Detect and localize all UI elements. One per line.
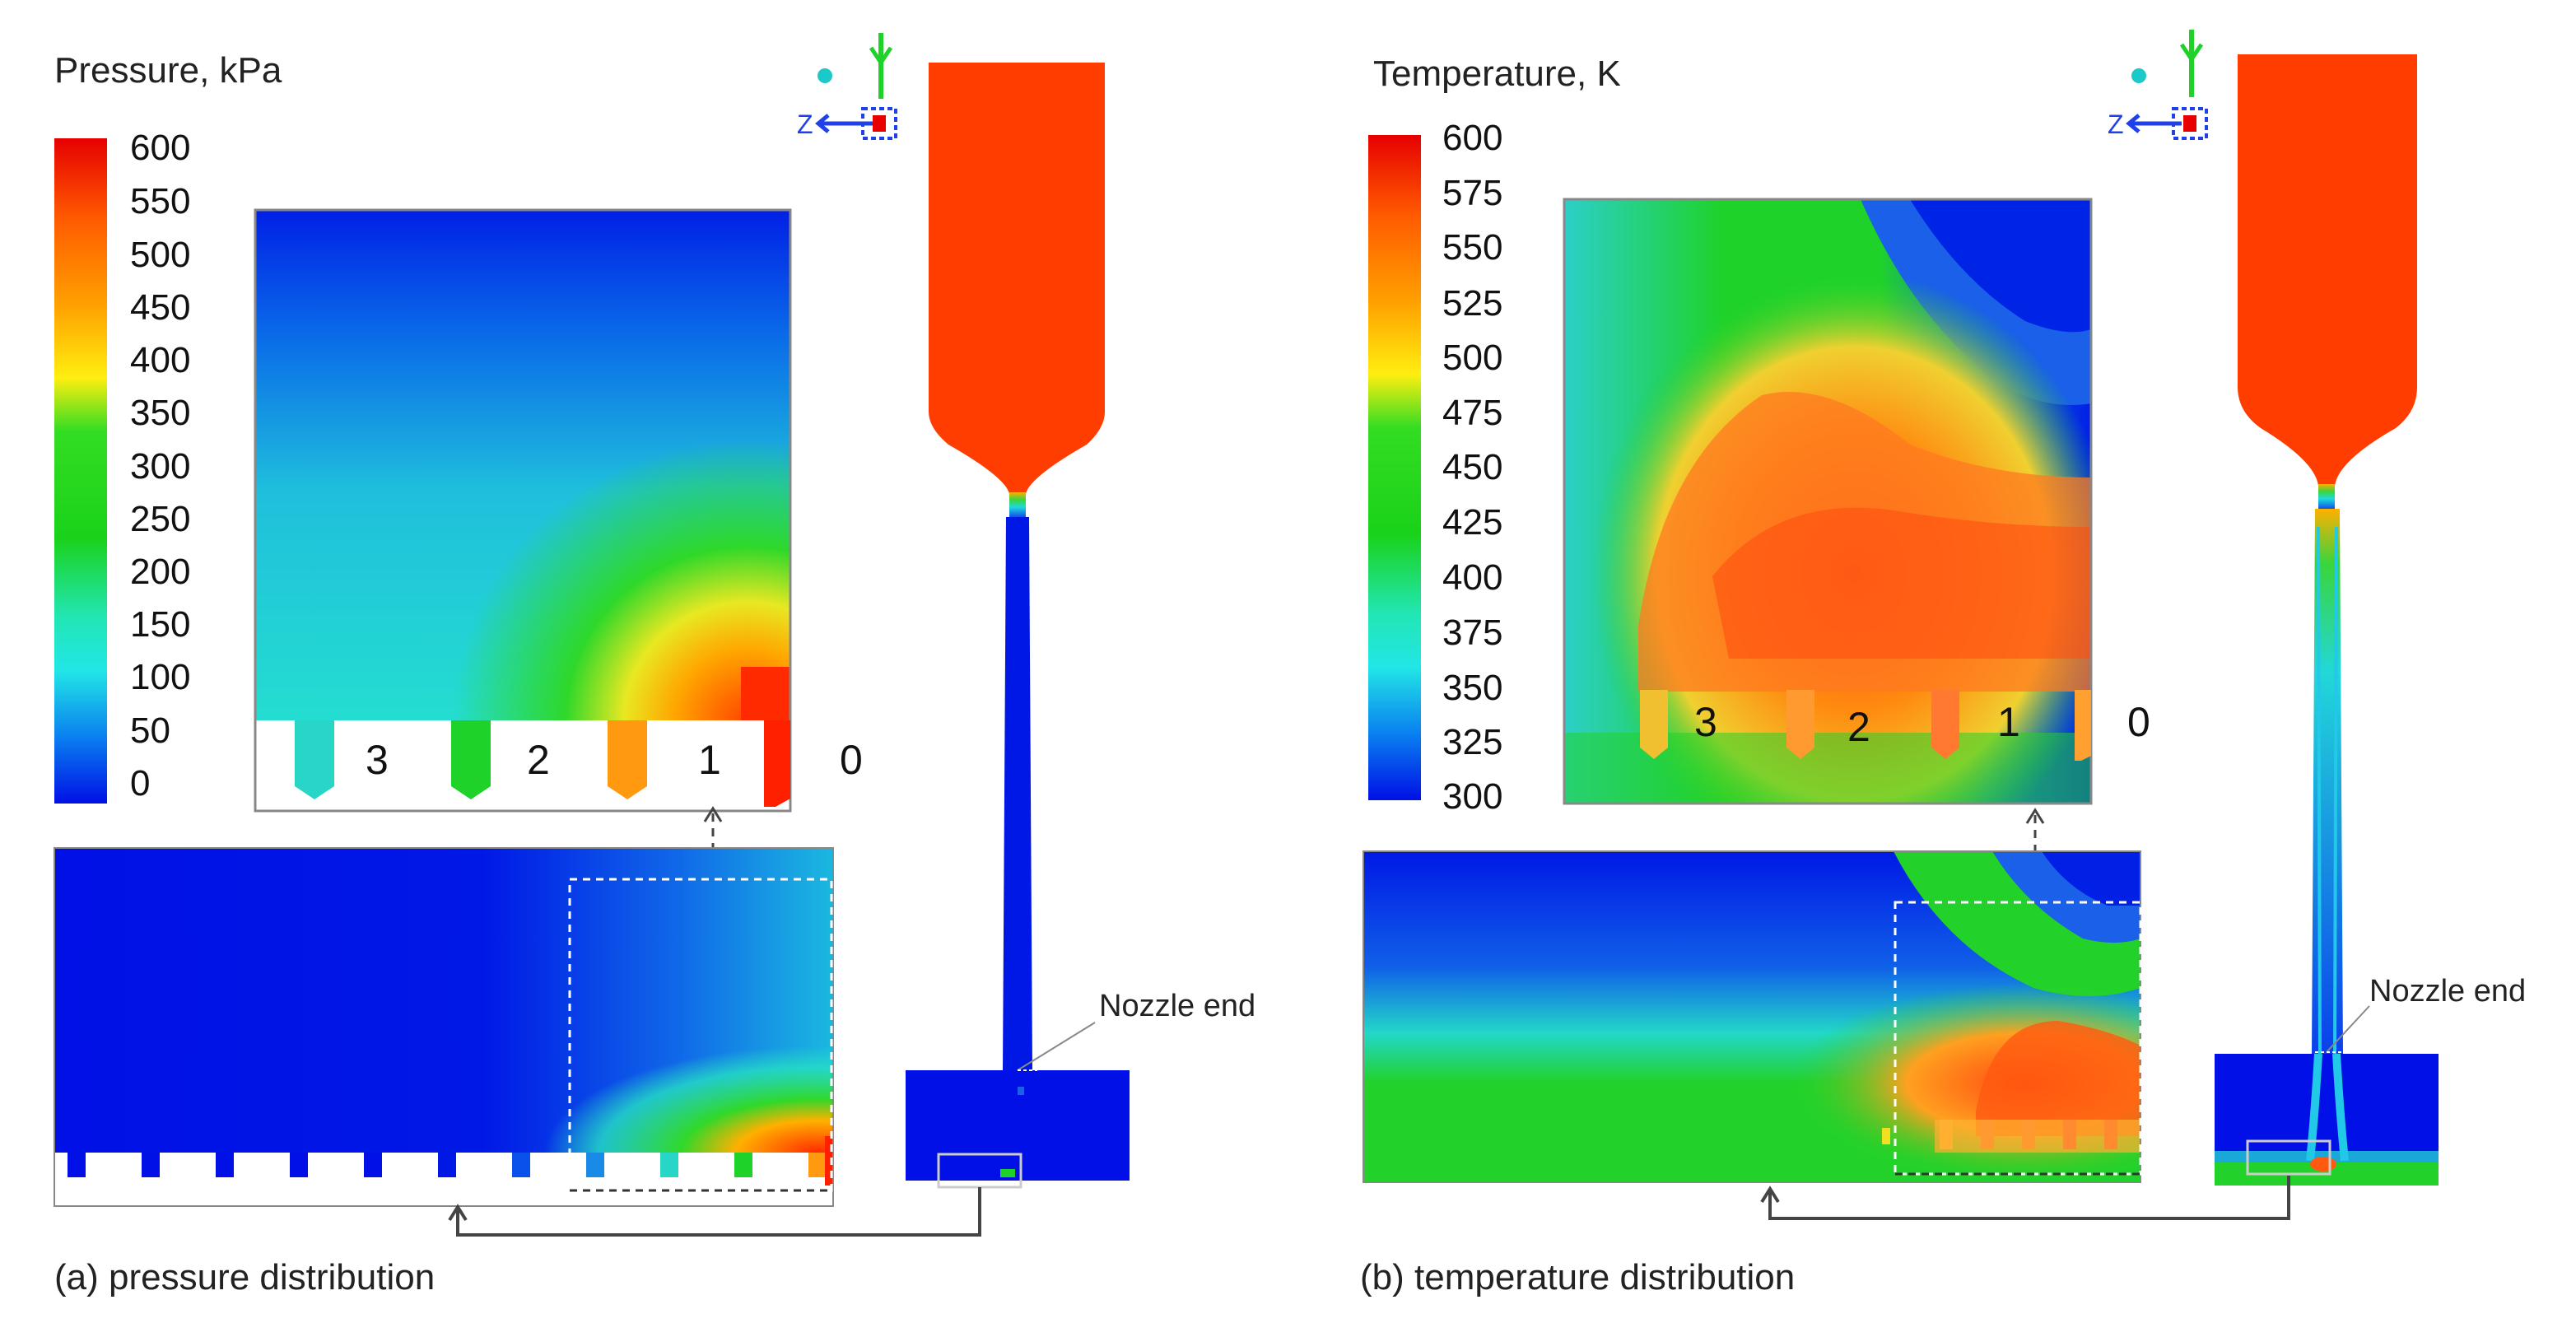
panel-a-nozzle-end-label: Nozzle end xyxy=(1099,989,1255,1023)
panel-a-zoom-region xyxy=(568,878,833,1192)
electrode-2 xyxy=(451,720,491,799)
zoom-label-2: 2 xyxy=(1847,704,1870,750)
strip-electrodes xyxy=(68,1136,833,1186)
panel-a-caption: (a) pressure distribution xyxy=(54,1257,435,1297)
colorbar-tick: 450 xyxy=(130,287,190,328)
colorbar-tick: 425 xyxy=(1442,502,1502,543)
colorbar-tick: 300 xyxy=(1442,776,1502,817)
panel-a-nozzle xyxy=(906,63,1130,1189)
panel-b-nozzle xyxy=(2215,54,2439,1186)
zoom-label-2: 2 xyxy=(527,737,550,783)
panel-b-zoom-inset: 3 2 1 0 xyxy=(1563,198,2150,805)
panel-b-colorbar-ticks: 600 575 550 525 500 475 450 425 400 375 … xyxy=(1442,118,1502,817)
colorbar-tick: 200 xyxy=(130,552,190,592)
panel-b-legend-title: Temperature, K xyxy=(1373,54,1621,94)
panel-a-colorbar xyxy=(54,138,107,804)
colorbar-tick: 400 xyxy=(1442,557,1502,598)
zoom-label-0: 0 xyxy=(840,737,863,783)
panel-b-colorbar xyxy=(1368,135,1421,800)
colorbar-tick: 475 xyxy=(1442,393,1502,433)
strip-electrodes xyxy=(1882,1120,2117,1149)
electrode-0 xyxy=(2075,690,2091,761)
zoom-label-1: 1 xyxy=(698,737,721,783)
panel-a-axis-triad: Z xyxy=(797,33,897,140)
colorbar-tick: 500 xyxy=(130,235,190,275)
colorbar-tick: 525 xyxy=(1442,283,1502,324)
colorbar-tick: 450 xyxy=(1442,447,1502,487)
electrode-0 xyxy=(764,720,790,807)
colorbar-tick: 300 xyxy=(130,446,190,487)
panel-a-bracket-arrow xyxy=(456,1187,981,1237)
zoom-label-1: 1 xyxy=(1997,699,2020,745)
colorbar-tick: 150 xyxy=(130,604,190,645)
colorbar-tick: 100 xyxy=(130,657,190,697)
colorbar-tick: 350 xyxy=(130,393,190,433)
axis-z-label: Z xyxy=(797,109,813,139)
panel-b-bottom-strip xyxy=(1363,850,2142,1183)
electrode-1 xyxy=(1931,690,1959,759)
colorbar-tick: 375 xyxy=(1442,613,1502,653)
electrode-2 xyxy=(1786,690,1814,759)
colorbar-tick: 50 xyxy=(130,710,170,751)
electrode-3 xyxy=(295,720,334,799)
zoom-label-3: 3 xyxy=(1694,699,1717,745)
zoom-label-0: 0 xyxy=(2127,699,2150,745)
zoom-label-3: 3 xyxy=(366,737,389,783)
colorbar-tick: 350 xyxy=(1442,668,1502,708)
panel-a-bottom-strip xyxy=(54,847,834,1207)
panel-a-zoom-inset: 3 2 1 0 xyxy=(254,208,863,813)
colorbar-tick: 550 xyxy=(1442,227,1502,268)
electrode-3 xyxy=(1640,690,1668,759)
panel-b-axis-triad: Z xyxy=(2108,30,2208,140)
panel-b-bracket-arrow xyxy=(1768,1176,2290,1220)
panel-b: Temperature, K 600 575 550 525 500 475 4… xyxy=(1360,30,2526,1297)
colorbar-tick: 600 xyxy=(130,128,190,168)
colorbar-tick: 575 xyxy=(1442,173,1502,213)
colorbar-tick: 550 xyxy=(130,181,190,221)
colorbar-tick: 600 xyxy=(1442,118,1502,158)
panel-b-nozzle-end-label: Nozzle end xyxy=(2369,974,2526,1009)
axis-z-label: Z xyxy=(2108,109,2124,139)
panel-a: Pressure, kPa 600 550 500 450 400 350 30… xyxy=(54,33,1255,1297)
panel-a-colorbar-ticks: 600 550 500 450 400 350 300 250 200 150 … xyxy=(130,128,190,804)
colorbar-tick: 400 xyxy=(130,340,190,380)
colorbar-tick: 250 xyxy=(130,499,190,539)
colorbar-tick: 325 xyxy=(1442,722,1502,762)
panel-a-legend-title: Pressure, kPa xyxy=(54,50,282,91)
colorbar-tick: 0 xyxy=(130,763,150,804)
electrode-1 xyxy=(608,720,647,799)
colorbar-tick: 500 xyxy=(1442,338,1502,378)
panel-b-caption: (b) temperature distribution xyxy=(1360,1257,1795,1297)
